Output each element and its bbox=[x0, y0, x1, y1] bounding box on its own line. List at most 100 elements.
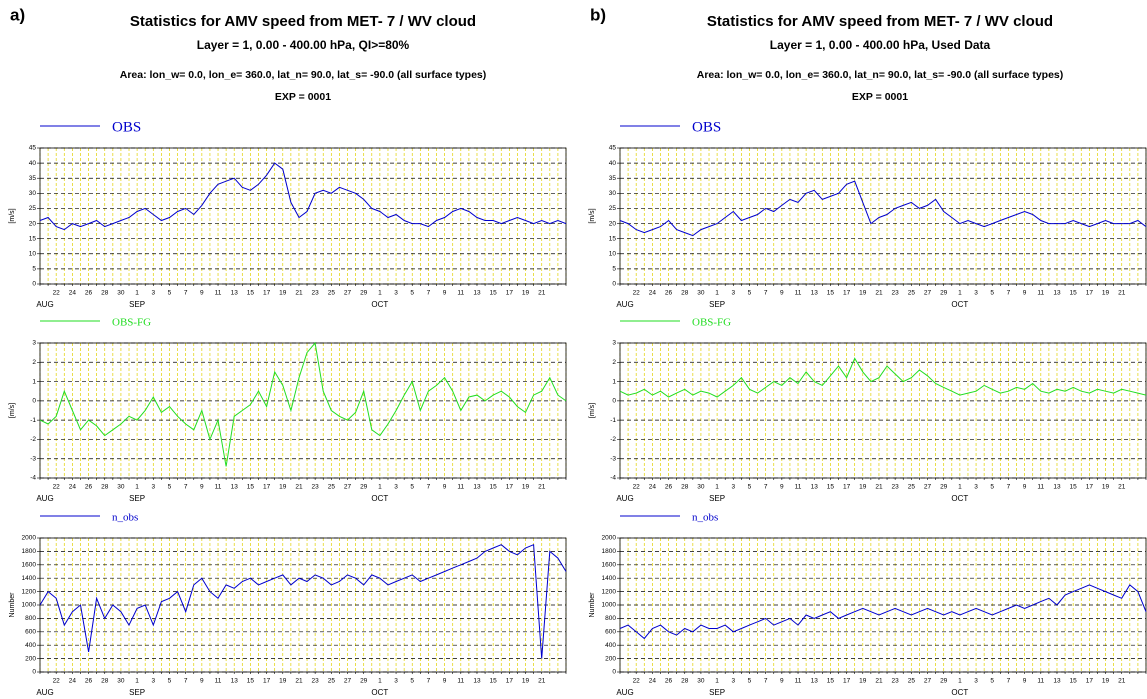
x-tick-label: 3 bbox=[731, 290, 735, 297]
x-tick-label: 15 bbox=[490, 290, 498, 297]
x-tick-label: 26 bbox=[85, 484, 93, 491]
x-tick-label: 7 bbox=[427, 678, 431, 685]
x-tick-label: 17 bbox=[1086, 484, 1094, 491]
x-tick-label: 13 bbox=[231, 678, 239, 685]
legend-label: OBS-FG bbox=[112, 317, 151, 329]
x-tick-label: 15 bbox=[490, 678, 498, 685]
x-tick-label: 9 bbox=[200, 678, 204, 685]
y-tick-label: 45 bbox=[609, 145, 617, 152]
month-label: SEP bbox=[709, 300, 725, 309]
x-tick-label: 9 bbox=[1023, 678, 1027, 685]
x-tick-label: 7 bbox=[427, 290, 431, 297]
x-tick-label: 11 bbox=[215, 484, 222, 491]
x-tick-label: 24 bbox=[69, 290, 77, 297]
x-tick-label: 13 bbox=[811, 678, 819, 685]
x-tick-label: 29 bbox=[940, 484, 948, 491]
x-tick-label: 11 bbox=[795, 290, 802, 297]
x-tick-label: 28 bbox=[101, 290, 109, 297]
x-tick-label: 17 bbox=[843, 678, 851, 685]
x-tick-label: 3 bbox=[974, 678, 978, 685]
y-tick-label: 5 bbox=[612, 266, 616, 273]
x-tick-label: 1 bbox=[135, 678, 139, 685]
y-tick-label: 1400 bbox=[602, 575, 617, 582]
x-tick-label: 13 bbox=[231, 290, 239, 297]
x-tick-label: 9 bbox=[200, 484, 204, 491]
y-tick-label: 35 bbox=[609, 175, 617, 182]
x-tick-label: 7 bbox=[184, 484, 188, 491]
plot-frame bbox=[619, 342, 1147, 479]
x-tick-label: 19 bbox=[1102, 484, 1110, 491]
x-tick-label: 9 bbox=[780, 484, 784, 491]
x-tick-label: 28 bbox=[101, 678, 109, 685]
x-tick-label: 22 bbox=[53, 290, 61, 297]
y-tick-label: 10 bbox=[29, 250, 37, 257]
x-tick-label: 13 bbox=[1053, 290, 1061, 297]
x-tick-label: 1 bbox=[378, 678, 382, 685]
x-tick-label: 19 bbox=[279, 484, 287, 491]
x-tick-label: 21 bbox=[1118, 484, 1126, 491]
y-axis-label: [m/s] bbox=[589, 208, 596, 223]
y-tick-label: 1 bbox=[32, 378, 36, 385]
x-tick-label: 5 bbox=[990, 678, 994, 685]
x-tick-label: 3 bbox=[974, 484, 978, 491]
x-tick-label: 30 bbox=[697, 290, 705, 297]
month-label: OCT bbox=[951, 494, 968, 503]
month-label: OCT bbox=[371, 300, 388, 309]
y-tick-label: 800 bbox=[25, 615, 36, 622]
x-tick-label: 19 bbox=[522, 678, 530, 685]
x-tick-label: 13 bbox=[1053, 678, 1061, 685]
series-line bbox=[39, 162, 567, 231]
x-tick-label: 28 bbox=[101, 484, 109, 491]
x-tick-label: 3 bbox=[151, 678, 155, 685]
x-tick-label: 3 bbox=[394, 678, 398, 685]
month-label: AUG bbox=[36, 688, 53, 697]
x-tick-label: 5 bbox=[168, 484, 172, 491]
x-tick-label: 9 bbox=[780, 290, 784, 297]
y-tick-label: -1 bbox=[30, 417, 36, 424]
y-tick-label: 600 bbox=[25, 629, 36, 636]
month-label: OCT bbox=[951, 300, 968, 309]
y-tick-label: 400 bbox=[25, 642, 36, 649]
y-tick-label: 800 bbox=[605, 615, 616, 622]
x-tick-label: 5 bbox=[168, 290, 172, 297]
y-tick-label: 45 bbox=[29, 145, 37, 152]
x-tick-label: 27 bbox=[344, 290, 352, 297]
y-axis-label: [m/s] bbox=[9, 403, 16, 418]
y-axis-label: Number bbox=[9, 592, 16, 618]
x-tick-label: 21 bbox=[538, 678, 546, 685]
x-tick-label: 17 bbox=[263, 678, 271, 685]
x-tick-label: 15 bbox=[247, 290, 255, 297]
x-tick-label: 5 bbox=[748, 678, 752, 685]
x-tick-label: 7 bbox=[1007, 484, 1011, 491]
subtitle: Layer = 1, 0.00 - 400.00 hPa, QI>=80% bbox=[197, 38, 410, 52]
x-tick-label: 22 bbox=[53, 678, 61, 685]
x-tick-label: 15 bbox=[490, 484, 498, 491]
x-tick-label: 11 bbox=[1037, 290, 1044, 297]
x-tick-label: 23 bbox=[312, 484, 320, 491]
x-tick-label: 11 bbox=[215, 678, 222, 685]
chart-title: Statistics for AMV speed from MET- 7 / W… bbox=[707, 13, 1053, 30]
x-tick-label: 23 bbox=[892, 678, 900, 685]
month-label: SEP bbox=[709, 494, 725, 503]
x-tick-label: 9 bbox=[443, 484, 447, 491]
x-tick-label: 5 bbox=[410, 290, 414, 297]
y-axis-label: [m/s] bbox=[9, 208, 16, 223]
y-tick-label: 2 bbox=[612, 359, 616, 366]
x-tick-label: 19 bbox=[1102, 290, 1110, 297]
y-tick-label: 3 bbox=[612, 340, 616, 347]
x-tick-label: 22 bbox=[633, 484, 641, 491]
x-tick-label: 25 bbox=[908, 484, 916, 491]
x-tick-label: 17 bbox=[843, 290, 851, 297]
month-label: AUG bbox=[36, 300, 53, 309]
y-axis-label: Number bbox=[589, 592, 596, 618]
legend-label: OBS bbox=[112, 119, 141, 135]
x-tick-label: 9 bbox=[780, 678, 784, 685]
x-tick-label: 25 bbox=[328, 484, 336, 491]
x-tick-label: 29 bbox=[360, 290, 368, 297]
subtitle: Area: lon_w= 0.0, lon_e= 360.0, lat_n= 9… bbox=[120, 69, 487, 81]
x-tick-label: 7 bbox=[764, 678, 768, 685]
x-tick-label: 25 bbox=[908, 290, 916, 297]
x-tick-label: 11 bbox=[457, 678, 464, 685]
x-tick-label: 15 bbox=[247, 678, 255, 685]
